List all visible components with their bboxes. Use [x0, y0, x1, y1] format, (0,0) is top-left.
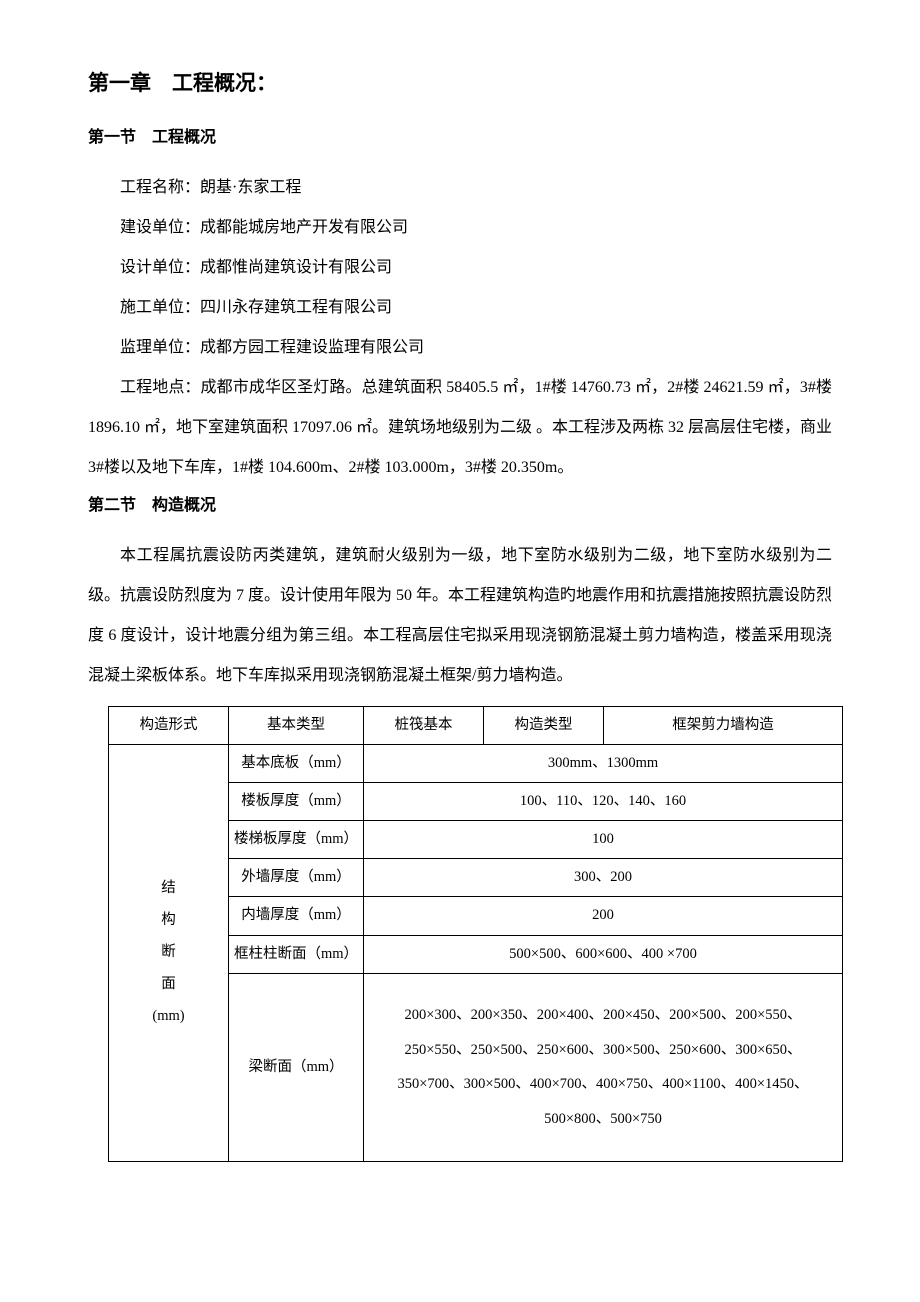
- construction-unit: 建设单位：成都能城房地产开发有限公司: [88, 208, 832, 248]
- row-span-label: 结构断面(mm): [109, 744, 229, 1161]
- label-base-slab: 基本底板（mm）: [229, 744, 364, 782]
- structure-table: 构造形式 基本类型 桩筏基本 构造类型 框架剪力墙构造 结构断面(mm) 基本底…: [108, 706, 843, 1163]
- label-beam-section: 梁断面（mm）: [229, 973, 364, 1161]
- th-structure-form: 构造形式: [109, 706, 229, 744]
- value-beam-section: 200×300、200×350、200×400、200×450、200×500、…: [364, 973, 843, 1161]
- project-address: 工程地点：成都市成华区圣灯路。总建筑面积 58405.5 ㎡，1#楼 14760…: [88, 368, 832, 488]
- table-header-row: 构造形式 基本类型 桩筏基本 构造类型 框架剪力墙构造: [109, 706, 843, 744]
- value-base-slab: 300mm、1300mm: [364, 744, 843, 782]
- table-row: 结构断面(mm) 基本底板（mm） 300mm、1300mm: [109, 744, 843, 782]
- design-unit: 设计单位：成都惟尚建筑设计有限公司: [88, 248, 832, 288]
- label-floor-thickness: 楼板厚度（mm）: [229, 782, 364, 820]
- section2-para: 本工程属抗震设防丙类建筑，建筑耐火级别为一级，地下室防水级别为二级，地下室防水级…: [88, 536, 832, 696]
- value-stair-thickness: 100: [364, 821, 843, 859]
- th-construction-type: 构造类型: [484, 706, 604, 744]
- project-name: 工程名称：朗基·东家工程: [88, 168, 832, 208]
- th-pile-raft: 桩筏基本: [364, 706, 484, 744]
- value-int-wall: 200: [364, 897, 843, 935]
- label-int-wall: 内墙厚度（mm）: [229, 897, 364, 935]
- supervision-unit: 监理单位：成都方园工程建设监理有限公司: [88, 328, 832, 368]
- th-frame-shear: 框架剪力墙构造: [604, 706, 843, 744]
- th-basic-type: 基本类型: [229, 706, 364, 744]
- label-column-section: 框柱柱断面（mm）: [229, 935, 364, 973]
- label-stair-thickness: 楼梯板厚度（mm）: [229, 821, 364, 859]
- section2-title: 第二节 构造概况: [88, 494, 832, 518]
- value-column-section: 500×500、600×600、400 ×700: [364, 935, 843, 973]
- builder-unit: 施工单位：四川永存建筑工程有限公司: [88, 288, 832, 328]
- section1-title: 第一节 工程概况: [88, 126, 832, 150]
- chapter-title: 第一章 工程概况：: [88, 68, 832, 100]
- value-floor-thickness: 100、110、120、140、160: [364, 782, 843, 820]
- value-ext-wall: 300、200: [364, 859, 843, 897]
- label-ext-wall: 外墙厚度（mm）: [229, 859, 364, 897]
